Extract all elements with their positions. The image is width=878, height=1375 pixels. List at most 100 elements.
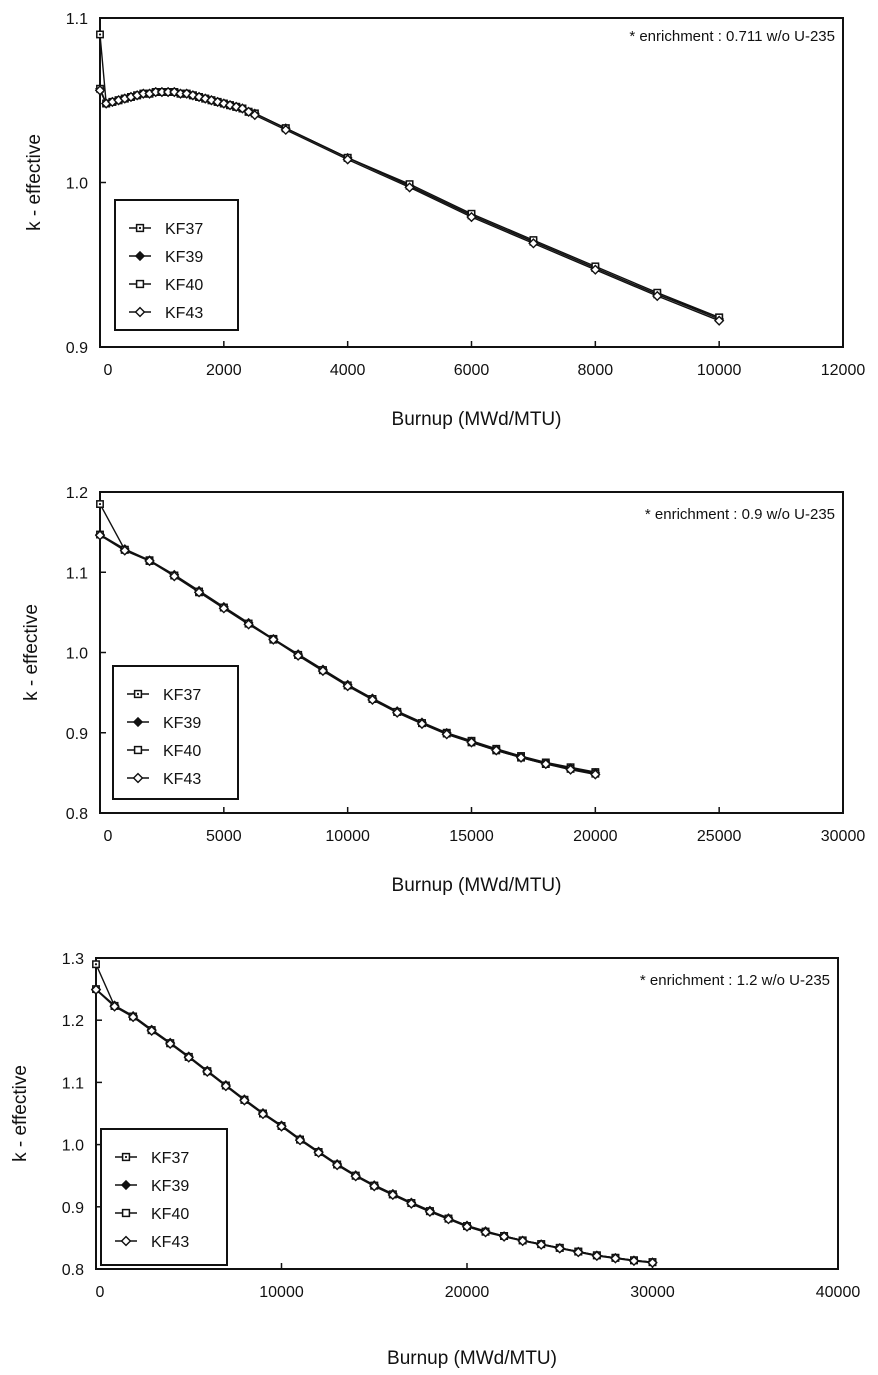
data-point-kf43 — [441, 729, 452, 740]
y-tick-label: 1.3 — [62, 951, 84, 968]
legend-marker-kf39 — [134, 250, 146, 262]
data-point-kf43 — [369, 1181, 380, 1192]
data-point-kf43 — [292, 650, 304, 661]
x-tick-label: 5000 — [206, 828, 242, 845]
y-tick-label: 0.9 — [66, 726, 88, 743]
data-point-kf43 — [206, 95, 217, 106]
x-tick-label: 0 — [96, 1284, 105, 1301]
x-tick-label: 10000 — [325, 828, 370, 845]
data-point-kf43 — [498, 1231, 510, 1242]
y-tick-label: 1.0 — [62, 1138, 84, 1155]
y-axis-label: k - effective — [21, 604, 42, 701]
x-axis-label: Burnup (MWd/MTU) — [387, 1348, 557, 1369]
legend-marker-kf37-dot — [124, 1155, 128, 1159]
data-point-kf43 — [331, 1159, 343, 1171]
data-point-kf37-dot — [94, 963, 98, 966]
y-tick-label: 0.9 — [62, 1200, 84, 1217]
data-point-kf43 — [220, 1080, 232, 1092]
data-point-kf43 — [224, 99, 236, 111]
data-point-kf43 — [466, 737, 477, 748]
data-point-kf43 — [528, 238, 539, 249]
x-tick-label: 12000 — [821, 362, 866, 379]
x-tick-label: 0 — [104, 828, 113, 845]
legend-marker-kf43 — [132, 772, 144, 784]
data-point-kf43 — [231, 101, 242, 113]
data-point-kf43 — [367, 694, 378, 706]
enrichment-note: * enrichment : 1.2 w/o U-235 — [640, 972, 830, 989]
data-point-kf43 — [628, 1255, 640, 1267]
legend-marker-kf40 — [121, 1208, 131, 1218]
legend-label-kf37: KF37 — [151, 1150, 189, 1167]
data-point-kf43 — [647, 1257, 658, 1268]
legend-label-kf37: KF37 — [163, 687, 201, 704]
data-point-kf43 — [387, 1189, 398, 1201]
x-tick-label: 4000 — [330, 362, 366, 379]
data-point-kf43 — [652, 290, 663, 302]
data-point-kf43 — [268, 634, 279, 645]
series-points-kf43 — [90, 984, 658, 1268]
x-tick-label: 0 — [104, 362, 113, 379]
y-tick-label: 0.8 — [66, 806, 88, 823]
x-tick-label: 8000 — [578, 362, 614, 379]
data-point-kf43 — [480, 1227, 491, 1238]
data-point-kf43 — [243, 619, 254, 630]
y-tick-label: 1.1 — [62, 1075, 84, 1092]
legend-label-kf39: KF39 — [151, 1178, 189, 1195]
y-tick-label: 0.8 — [62, 1262, 84, 1279]
data-point-kf43 — [461, 1221, 473, 1232]
data-point-kf43 — [317, 665, 329, 677]
data-point-kf43 — [466, 211, 477, 223]
legend-label-kf43: KF43 — [165, 305, 203, 322]
y-axis-label: k - effective — [24, 134, 45, 231]
data-point-kf43 — [713, 315, 725, 326]
y-tick-label: 1.2 — [62, 1013, 84, 1030]
data-point-kf43 — [515, 752, 527, 763]
data-point-kf43 — [183, 1052, 194, 1063]
legend-marker-kf43 — [134, 306, 146, 318]
data-point-kf43 — [193, 587, 205, 598]
legend-marker-kf40 — [135, 279, 145, 289]
data-point-kf43 — [280, 124, 291, 136]
data-point-kf43 — [202, 1066, 213, 1078]
data-point-kf43 — [342, 154, 353, 165]
data-point-kf43 — [257, 1108, 269, 1120]
legend-label-kf40: KF40 — [165, 277, 203, 294]
data-point-kf43 — [443, 1214, 454, 1225]
enrichment-note: * enrichment : 0.711 w/o U-235 — [629, 28, 835, 45]
data-point-kf43 — [193, 91, 205, 103]
data-point-kf43 — [591, 1250, 603, 1262]
y-tick-label: 1.2 — [66, 485, 88, 502]
x-tick-label: 40000 — [816, 1284, 861, 1301]
x-tick-label: 30000 — [821, 828, 866, 845]
x-tick-label: 10000 — [697, 362, 742, 379]
data-point-kf43 — [94, 85, 106, 96]
chart-panel-2: 0 5000 10000 15000 20000 25000 30000 0.8 0.9 1.0 1… — [21, 485, 865, 896]
data-point-kf43 — [146, 1025, 157, 1036]
legend-label-kf43: KF43 — [163, 771, 201, 788]
data-point-kf43 — [404, 182, 415, 193]
data-point-kf37-dot — [98, 502, 102, 506]
chart-panel-3: 0 10000 20000 30000 40000 0.8 0.9 1.0 1.1 1.2 1.3 B… — [10, 951, 860, 1369]
y-tick-label: 1.1 — [66, 11, 88, 28]
data-point-kf43 — [144, 555, 155, 567]
data-point-kf43 — [406, 1198, 417, 1209]
legend-marker-kf39 — [132, 716, 144, 728]
data-point-kf43 — [565, 764, 576, 775]
x-tick-label: 20000 — [445, 1284, 490, 1301]
x-tick-label: 20000 — [573, 828, 618, 845]
data-point-kf43 — [127, 1011, 139, 1023]
data-point-kf37-dot — [98, 33, 102, 36]
data-point-kf43 — [249, 109, 260, 121]
x-tick-label: 10000 — [259, 1284, 304, 1301]
y-tick-label: 1.1 — [66, 565, 88, 582]
legend-marker-kf37-dot — [138, 226, 142, 230]
legend-label-kf39: KF39 — [163, 715, 201, 732]
data-point-kf43 — [94, 530, 106, 541]
y-tick-label: 1.0 — [66, 646, 88, 663]
legend-label-kf40: KF40 — [163, 743, 201, 760]
legend-box — [114, 199, 239, 331]
x-axis-label: Burnup (MWd/MTU) — [392, 409, 562, 430]
legend-label-kf40: KF40 — [151, 1206, 189, 1223]
data-point-kf43 — [313, 1147, 324, 1158]
legend-marker-kf37-dot — [136, 692, 140, 696]
